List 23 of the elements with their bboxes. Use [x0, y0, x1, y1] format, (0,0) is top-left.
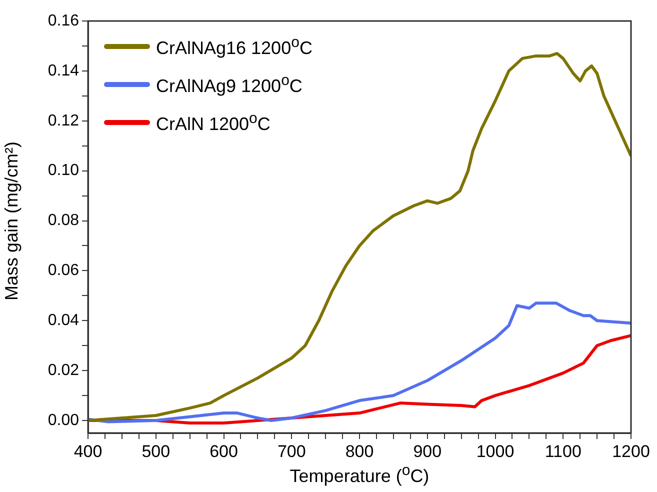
y-tick-label: 0.08 [48, 212, 80, 230]
y-axis-title: Mass gain (mg/cm²) [2, 141, 22, 301]
x-tick-label: 700 [277, 442, 306, 461]
y-tick-label: 0.16 [48, 12, 80, 30]
x-tick-label: 800 [345, 442, 374, 461]
x-tick-label: 1000 [476, 442, 514, 461]
x-tick-label: 500 [142, 442, 170, 461]
legend-label: CrAlN 1200$^{o}$C [156, 110, 270, 134]
legend-label: CrAlNAg16 1200$^{o}$C [156, 34, 312, 58]
y-tick-label: 0.02 [48, 362, 80, 379]
x-axis-title: Temperature ($^{o}$C) [288, 462, 430, 487]
y-tick-label: 0.12 [48, 112, 80, 130]
x-tick-label: 1100 [544, 442, 582, 461]
x-tick-label: 1200 [612, 442, 650, 461]
y-tick-label: 0.06 [48, 262, 80, 280]
x-tick-label: 900 [413, 442, 442, 461]
y-tick-label: 0.14 [48, 62, 80, 80]
y-tick-label: 0.10 [48, 162, 80, 180]
y-tick-label: 0.04 [48, 312, 80, 330]
x-tick-label: 600 [210, 442, 238, 461]
legend-label: CrAlNAg9 1200$^{o}$C [156, 72, 302, 96]
x-tick-label: 400 [74, 442, 102, 461]
y-tick-label: 0.00 [48, 412, 80, 429]
